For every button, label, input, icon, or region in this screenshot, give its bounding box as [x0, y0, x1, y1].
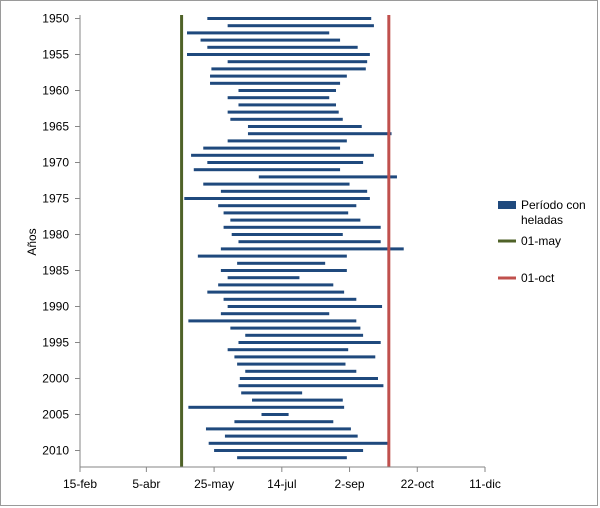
frost-period-bar-1975: [184, 197, 370, 200]
frost-period-bar-1985: [220, 269, 347, 272]
frost-period-bar-1968: [203, 146, 341, 150]
frost-period-bar-1995: [238, 341, 381, 344]
frost-period-bar-1955: [187, 53, 370, 56]
x-tick-label: 5-abr: [132, 477, 160, 491]
frost-period-bar-1984: [237, 261, 326, 265]
frost-period-bar-1974: [220, 189, 368, 193]
frost-period-bar-1986: [227, 276, 300, 280]
frost-period-bar-1977: [223, 211, 349, 215]
frost-period-bar-1983: [197, 254, 347, 258]
legend-label-01-oct: 01-oct: [521, 271, 555, 285]
frost-period-bar-1961: [227, 96, 330, 100]
frost-period-bar-1981: [238, 240, 381, 244]
frost-period-bar-1951: [227, 24, 374, 28]
frost-period-bar-1963: [227, 110, 339, 114]
frost-period-bar-2011: [237, 456, 347, 460]
frost-period-bar-1969: [191, 153, 374, 157]
frost-period-bar-1996: [227, 348, 349, 352]
y-tick-label: 1970: [42, 156, 69, 170]
frost-period-bar-2006: [234, 420, 334, 424]
frost-period-bar-1991: [220, 312, 330, 316]
frost-period-bar-1970: [207, 161, 364, 164]
frost-period-bar-2008: [224, 434, 358, 438]
frost-period-bar-2009: [208, 441, 389, 445]
y-tick-label: 1965: [42, 120, 69, 134]
x-tick-label: 25-may: [194, 477, 234, 491]
x-tick-label: 15-feb: [63, 477, 97, 491]
frost-period-bar-1971: [193, 168, 341, 172]
y-tick-label: 1960: [42, 84, 69, 98]
reference-lines-layer: [180, 15, 391, 467]
legend-swatch-frost-period: [498, 201, 516, 209]
frost-period-bar-1966: [247, 132, 392, 136]
frost-period-bar-1957: [211, 67, 366, 71]
frost-period-bar-2007: [205, 427, 351, 431]
frost-period-bar-1993: [230, 326, 361, 330]
bars-layer: [184, 17, 404, 460]
frost-period-bar-1973: [203, 182, 350, 186]
frost-period-bar-1952: [187, 31, 330, 35]
frost-period-bar-1979: [223, 225, 381, 229]
x-tick-label: 22-oct: [401, 477, 435, 491]
frost-period-bar-1956: [227, 60, 368, 64]
frost-period-bar-1962: [238, 103, 337, 107]
y-tick-label: 1955: [42, 48, 69, 62]
frost-period-bar-1950: [207, 17, 372, 20]
y-axis-label: Años: [25, 228, 39, 255]
frost-period-bar-1964: [230, 117, 343, 121]
y-tick-label: 1985: [42, 264, 69, 278]
frost-period-bar-1959: [210, 81, 341, 85]
frost-period-bar-1978: [230, 218, 361, 222]
y-tick-label: 1990: [42, 300, 69, 314]
x-tick-label: 2-sep: [335, 477, 365, 491]
frost-period-bar-1953: [200, 38, 341, 42]
legend-label-frost-period: Período con: [521, 198, 586, 212]
y-tick-label: 2000: [42, 372, 69, 386]
frost-period-bar-1965: [247, 125, 362, 128]
y-tick-label: 2005: [42, 408, 69, 422]
frost-period-bar-1958: [210, 74, 347, 78]
legend-label-01-may: 01-may: [521, 234, 561, 248]
frost-period-bar-1997: [234, 355, 376, 359]
frost-period-bar-1980: [231, 233, 343, 236]
frost-period-bar-2002: [241, 391, 303, 395]
x-tick-label: 14-jul: [267, 477, 296, 491]
frost-period-bar-1992: [188, 319, 357, 323]
x-tick-label: 11-dic: [469, 477, 501, 491]
frost-period-bar-2001: [238, 384, 384, 388]
frost-period-bar-1998: [237, 362, 346, 366]
frost-period-bar-1982: [220, 247, 404, 251]
frost-period-bar-2000: [239, 377, 378, 380]
frost-period-bar-1972: [258, 175, 397, 179]
y-tick-label: 1995: [42, 336, 69, 350]
y-tick-label: 2010: [42, 444, 69, 458]
frost-period-bar-2005: [261, 413, 289, 416]
legend-label-frost-period-cont: heladas: [521, 213, 563, 227]
y-tick-label: 1950: [42, 12, 69, 26]
frost-period-bar-1967: [227, 139, 347, 143]
axes-layer: 15-feb 5-abr 25-may 14-jul 2-sep 22-oct 11-dic…: [25, 12, 501, 492]
y-tick-label: 1975: [42, 192, 69, 206]
frost-period-bar-1988: [207, 290, 345, 294]
frost-period-bar-1990: [227, 305, 383, 308]
frost-period-bar-2004: [188, 405, 345, 409]
frost-period-bar-1960: [238, 89, 337, 92]
y-tick-label: 1980: [42, 228, 69, 242]
frost-period-bar-1989: [223, 297, 357, 301]
frost-period-bar-2003: [252, 398, 343, 402]
frost-period-bar-2010: [214, 449, 364, 452]
frost-period-bar-1954: [207, 45, 358, 49]
frost-period-bar-1987: [218, 283, 334, 287]
frost-period-bar-1999: [245, 369, 357, 373]
frost-period-bar-1994: [245, 333, 364, 337]
frost-period-bar-1976: [218, 204, 357, 208]
